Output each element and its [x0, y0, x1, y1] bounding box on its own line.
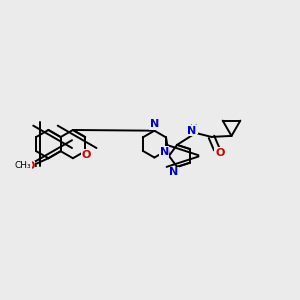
- Text: N: N: [188, 126, 197, 136]
- Text: N: N: [160, 147, 169, 157]
- Text: O: O: [81, 150, 91, 160]
- Text: H: H: [190, 124, 198, 134]
- Text: O: O: [215, 148, 224, 158]
- Text: O: O: [25, 161, 34, 172]
- Text: N: N: [150, 119, 159, 129]
- Text: CH₃: CH₃: [15, 161, 31, 170]
- Text: N: N: [169, 167, 179, 177]
